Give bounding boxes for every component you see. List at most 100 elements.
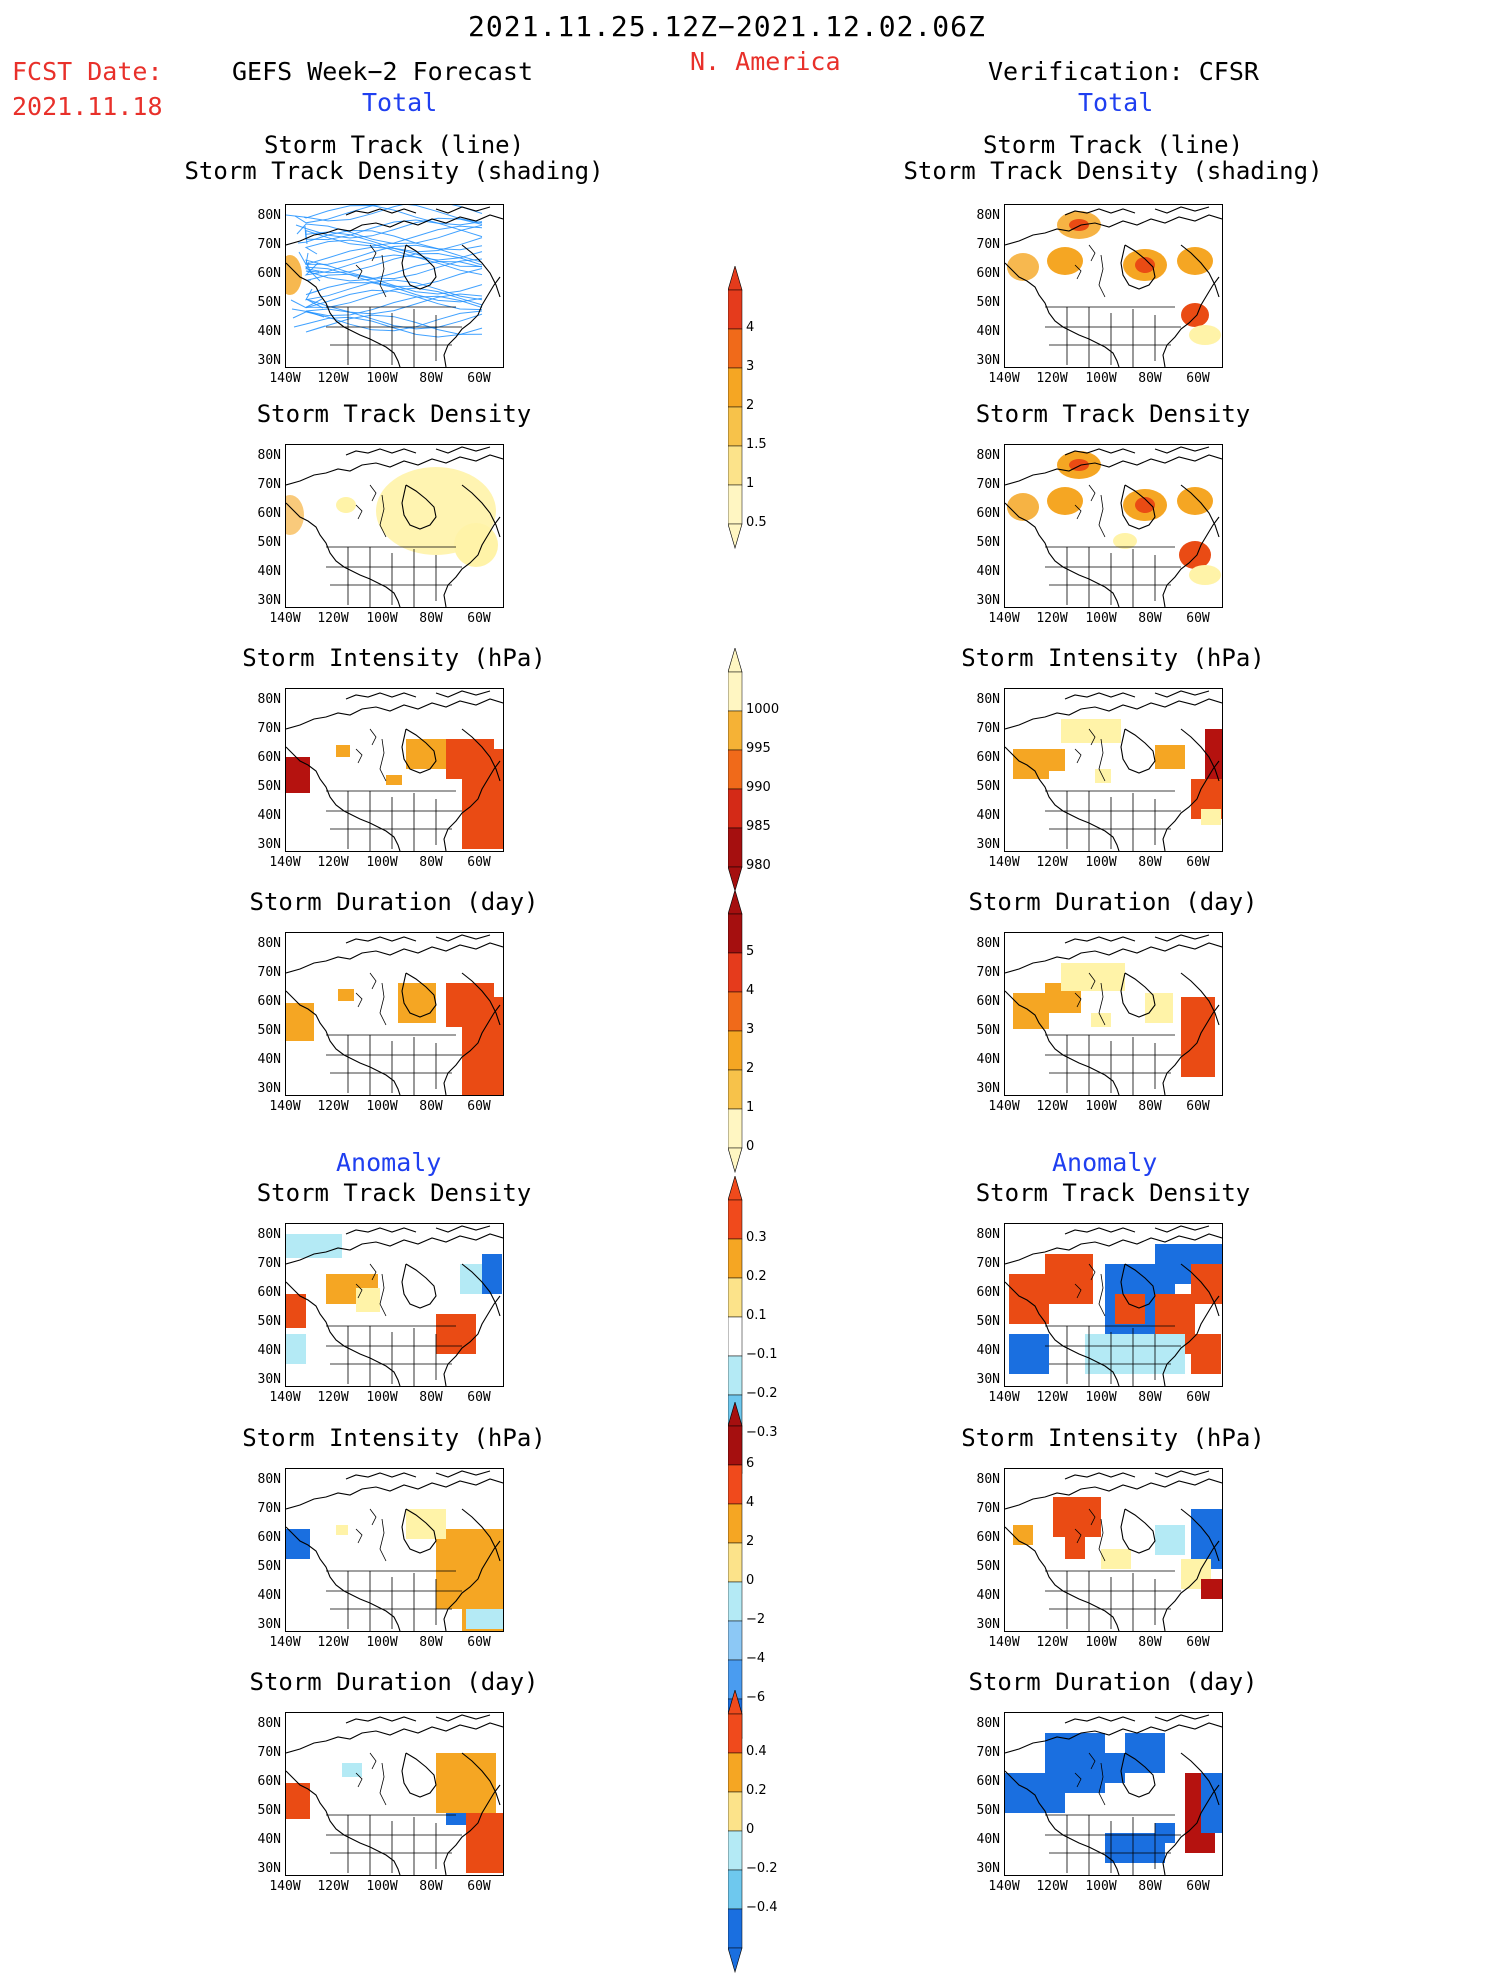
lon-tick-label: 100W xyxy=(366,1879,398,1894)
lon-tick-label: 80W xyxy=(1138,1390,1162,1405)
total-duration-colorbar-tick-label: 1 xyxy=(746,1100,755,1115)
lat-tick-label: 50N xyxy=(257,295,281,310)
lon-tick-label: 140W xyxy=(269,1879,301,1894)
lat-tick-label: 80N xyxy=(257,936,281,951)
lon-tick-label: 140W xyxy=(269,371,301,386)
lon-tick-label: 60W xyxy=(467,1390,491,1405)
left-intensity-map xyxy=(285,688,504,852)
anom-duration-colorbar-tick-label: −0.4 xyxy=(746,1900,778,1915)
total-intensity-colorbar xyxy=(728,648,744,893)
anom-intensity-colorbar-tick-label: 0 xyxy=(746,1573,755,1588)
lon-tick-label: 100W xyxy=(366,1390,398,1405)
lon-tick-label: 120W xyxy=(1036,611,1068,626)
right-anom-density-title: Storm Track Density xyxy=(975,1179,1251,1207)
lon-tick-label: 100W xyxy=(1085,371,1117,386)
right-total-label: Total xyxy=(1078,88,1154,117)
lon-tick-label: 140W xyxy=(988,855,1020,870)
lat-tick-label: 80N xyxy=(257,1227,281,1242)
lat-tick-label: 30N xyxy=(976,593,1000,608)
anom-intensity-colorbar-tick-label: −2 xyxy=(746,1612,766,1627)
lat-tick-label: 60N xyxy=(976,1285,1000,1300)
lon-tick-label: 120W xyxy=(317,611,349,626)
lat-tick-label: 40N xyxy=(976,324,1000,339)
lat-tick-label: 30N xyxy=(257,1617,281,1632)
lat-tick-label: 30N xyxy=(257,353,281,368)
lat-tick-label: 80N xyxy=(257,448,281,463)
left-duration-title: Storm Duration (day) xyxy=(249,888,539,916)
lon-tick-label: 80W xyxy=(419,611,443,626)
lat-tick-label: 80N xyxy=(976,208,1000,223)
lat-tick-label: 80N xyxy=(257,692,281,707)
lat-tick-label: 80N xyxy=(976,1227,1000,1242)
lat-tick-label: 80N xyxy=(976,1472,1000,1487)
lat-tick-label: 70N xyxy=(257,1745,281,1760)
lat-tick-label: 60N xyxy=(976,1530,1000,1545)
lat-tick-label: 50N xyxy=(976,1803,1000,1818)
lat-tick-label: 80N xyxy=(257,1716,281,1731)
left-density-title: Storm Track Density xyxy=(256,400,532,428)
left-track-title: Storm Track (line) xyxy=(263,131,525,159)
lat-tick-label: 40N xyxy=(257,1588,281,1603)
anom-density-colorbar-tick-label: −0.2 xyxy=(746,1386,778,1401)
lat-tick-label: 50N xyxy=(976,535,1000,550)
right-anom-duration-map xyxy=(1004,1712,1223,1876)
right-column-title: Verification: CFSR xyxy=(988,57,1259,86)
lat-tick-label: 70N xyxy=(976,1745,1000,1760)
lat-tick-label: 70N xyxy=(976,477,1000,492)
total-density-colorbar-tick-label: 1.5 xyxy=(746,437,767,452)
lon-tick-label: 120W xyxy=(1036,371,1068,386)
lon-tick-label: 80W xyxy=(419,1390,443,1405)
anom-intensity-colorbar-tick-label: 2 xyxy=(746,1534,755,1549)
lon-tick-label: 60W xyxy=(467,1099,491,1114)
anom-duration-colorbar-tick-label: 0.2 xyxy=(746,1783,767,1798)
right-anom-intensity-title: Storm Intensity (hPa) xyxy=(961,1424,1265,1452)
right-density-map xyxy=(1004,444,1223,608)
total-duration-colorbar-tick-label: 0 xyxy=(746,1139,755,1154)
lon-tick-label: 60W xyxy=(467,855,491,870)
anom-duration-colorbar xyxy=(728,1690,744,1974)
lat-tick-label: 50N xyxy=(257,1803,281,1818)
total-duration-colorbar-tick-label: 5 xyxy=(746,944,755,959)
lat-tick-label: 30N xyxy=(976,1861,1000,1876)
lat-tick-label: 30N xyxy=(257,593,281,608)
period-title: 2021.11.25.12Z−2021.12.02.06Z xyxy=(468,10,986,43)
lon-tick-label: 100W xyxy=(1085,1390,1117,1405)
lon-tick-label: 60W xyxy=(467,1879,491,1894)
lat-tick-label: 40N xyxy=(257,324,281,339)
anom-density-colorbar-tick-label: 0.1 xyxy=(746,1308,767,1323)
lat-tick-label: 50N xyxy=(257,1023,281,1038)
anom-density-colorbar-tick-label: −0.3 xyxy=(746,1425,778,1440)
lon-tick-label: 120W xyxy=(1036,1390,1068,1405)
right-anom-duration-title: Storm Duration (day) xyxy=(968,1668,1258,1696)
left-anom-density-map xyxy=(285,1223,504,1387)
anom-intensity-colorbar-tick-label: −6 xyxy=(746,1690,766,1705)
lat-tick-label: 60N xyxy=(257,994,281,1009)
lat-tick-label: 60N xyxy=(976,994,1000,1009)
lat-tick-label: 60N xyxy=(257,506,281,521)
anom-density-colorbar-tick-label: 0.2 xyxy=(746,1269,767,1284)
total-density-colorbar-tick-label: 0.5 xyxy=(746,515,767,530)
lat-tick-label: 40N xyxy=(257,564,281,579)
lon-tick-label: 100W xyxy=(366,1635,398,1650)
total-density-colorbar-tick-label: 2 xyxy=(746,398,755,413)
lon-tick-label: 100W xyxy=(1085,611,1117,626)
total-density-colorbar-tick-label: 1 xyxy=(746,476,755,491)
left-duration-map xyxy=(285,932,504,1096)
lat-tick-label: 40N xyxy=(976,808,1000,823)
left-intensity-title: Storm Intensity (hPa) xyxy=(242,644,546,672)
lon-tick-label: 60W xyxy=(1186,1099,1210,1114)
lat-tick-label: 60N xyxy=(257,266,281,281)
lat-tick-label: 50N xyxy=(976,1023,1000,1038)
right-track-title: Storm Track (line) xyxy=(982,131,1244,159)
lon-tick-label: 120W xyxy=(317,1879,349,1894)
anom-duration-colorbar-tick-label: 0 xyxy=(746,1822,755,1837)
lon-tick-label: 60W xyxy=(1186,1879,1210,1894)
lat-tick-label: 50N xyxy=(976,779,1000,794)
lat-tick-label: 30N xyxy=(976,353,1000,368)
lat-tick-label: 80N xyxy=(257,208,281,223)
lon-tick-label: 60W xyxy=(467,611,491,626)
lon-tick-label: 100W xyxy=(1085,1879,1117,1894)
anom-duration-colorbar-tick-label: 0.4 xyxy=(746,1744,767,1759)
right-anom-intensity-map xyxy=(1004,1468,1223,1632)
lon-tick-label: 140W xyxy=(269,1099,301,1114)
